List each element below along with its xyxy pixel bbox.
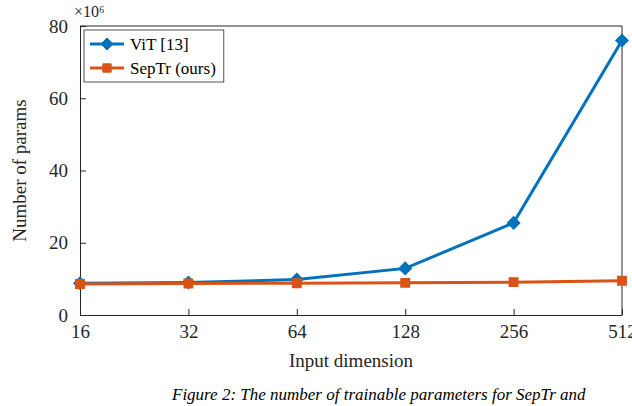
x-axis-label: Input dimension — [289, 350, 414, 371]
series-marker — [184, 279, 192, 287]
caption: Figure 2: The number of trainable parame… — [171, 385, 586, 404]
legend-marker — [101, 38, 113, 50]
series-marker — [74, 277, 86, 289]
y-tick: 20 — [49, 232, 86, 253]
series-marker — [509, 278, 517, 286]
y-tick-label: 20 — [49, 232, 68, 253]
x-tick: 256 — [500, 309, 528, 342]
legend-label: ViT [13] — [130, 35, 189, 54]
series-marker — [618, 276, 626, 284]
x-tick: 64 — [288, 309, 308, 342]
x-tick: 128 — [391, 309, 420, 342]
legend-box — [84, 30, 224, 82]
y-multiplier: ×10⁶ — [74, 3, 105, 20]
x-tick-label: 128 — [391, 321, 420, 342]
y-tick-label: 0 — [59, 305, 69, 326]
y-tick-label: 80 — [49, 16, 68, 37]
y-tick-mark — [80, 315, 86, 316]
series-marker — [182, 276, 194, 288]
series — [74, 34, 628, 289]
x-tick: 512 — [608, 309, 632, 342]
y-tick-mark — [80, 98, 86, 99]
series-marker — [399, 262, 411, 274]
x-tick-mark — [297, 309, 298, 315]
legend-marker — [103, 64, 111, 72]
y-tick-label: 40 — [49, 160, 68, 181]
y-axis: 0 20 40 60 80 — [49, 16, 86, 326]
x-axis: 16 32 64 128 256 512 — [71, 309, 632, 342]
legend: ViT [13] SepTr (ours) — [84, 30, 224, 82]
frame-top — [80, 26, 622, 27]
y-tick-label: 60 — [49, 88, 68, 109]
x-tick-mark — [514, 309, 515, 315]
y-tick-mark — [80, 243, 86, 244]
y-tick: 0 — [59, 305, 87, 326]
y-axis-label: Number of params — [9, 99, 30, 241]
x-tick-mark — [188, 309, 189, 315]
frame-right — [622, 26, 623, 315]
x-axis-line — [81, 315, 623, 316]
series-marker — [508, 217, 520, 229]
plot-area: 16 32 64 128 256 512 0 20 40 60 80 ViT [13] SepTr (o… — [49, 16, 632, 343]
y-tick: 60 — [49, 88, 86, 109]
x-tick-label: 256 — [500, 321, 528, 342]
series-line — [80, 40, 622, 283]
x-tick-label: 32 — [179, 321, 198, 342]
series-marker — [616, 34, 628, 46]
legend-label: SepTr (ours) — [130, 59, 216, 78]
series — [76, 276, 626, 288]
series-marker — [293, 279, 301, 287]
y-tick-mark — [80, 171, 86, 172]
series-group — [74, 34, 628, 289]
x-tick-label: 512 — [608, 321, 632, 342]
x-tick-label: 64 — [288, 321, 308, 342]
y-tick: 40 — [49, 160, 86, 181]
x-tick-mark — [405, 309, 406, 315]
x-tick: 32 — [179, 309, 198, 342]
series-marker — [76, 280, 84, 288]
x-tick-label: 16 — [71, 321, 90, 342]
series-line — [80, 281, 622, 284]
series-marker — [401, 279, 409, 287]
